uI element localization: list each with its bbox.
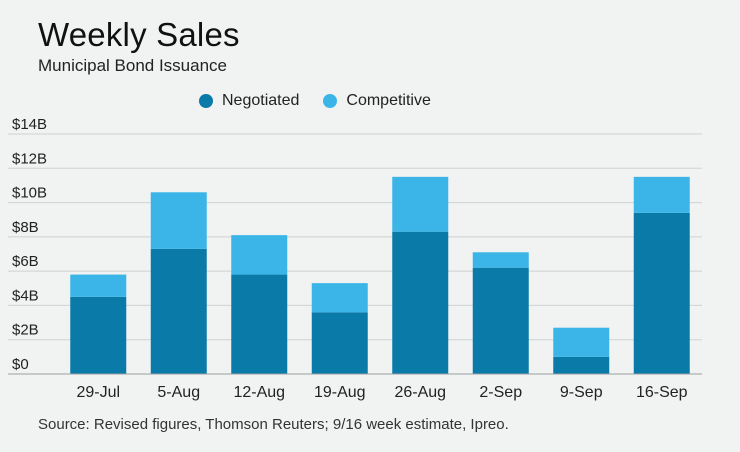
- y-tick-label: $14B: [12, 116, 47, 133]
- legend-swatch-competitive: [323, 94, 338, 108]
- x-tick-label: 16-Sep: [636, 384, 688, 401]
- x-tick-label: 2-Sep: [479, 384, 522, 401]
- y-tick-label: $2B: [12, 322, 39, 339]
- bar-competitive: [392, 176, 449, 232]
- bar-competitive: [633, 176, 690, 213]
- bar-competitive: [311, 283, 368, 313]
- x-tick-label: 5-Aug: [157, 384, 200, 401]
- legend-label-negotiated: Negotiated: [222, 92, 300, 109]
- bar-negotiated: [231, 274, 288, 374]
- bar-negotiated: [633, 212, 690, 374]
- source-note: Source: Revised figures, Thomson Reuters…: [38, 416, 509, 433]
- bar-negotiated: [150, 248, 207, 374]
- bar-negotiated: [472, 267, 529, 374]
- y-tick-label: $8B: [12, 219, 39, 236]
- bar-competitive: [231, 235, 288, 275]
- legend-item-negotiated: Negotiated: [199, 92, 299, 110]
- x-tick-label: 9-Sep: [560, 384, 603, 401]
- y-tick-label: $12B: [12, 150, 47, 167]
- x-tick-label: 29-Jul: [76, 384, 120, 401]
- bar-negotiated: [392, 231, 449, 374]
- y-tick-label: $4B: [12, 287, 39, 304]
- bar-competitive: [70, 274, 127, 297]
- legend-swatch-negotiated: [199, 94, 213, 108]
- bar-competitive: [150, 192, 207, 249]
- legend: Negotiated Competitive: [199, 90, 455, 112]
- y-tick-label: $10B: [12, 185, 47, 202]
- y-tick-label: $6B: [12, 253, 39, 270]
- y-tick-label: $0: [12, 356, 29, 373]
- legend-item-competitive: Competitive: [323, 92, 431, 110]
- bar-competitive: [553, 327, 610, 357]
- bar-negotiated: [553, 356, 610, 374]
- x-tick-label: 26-Aug: [394, 384, 446, 401]
- bar-negotiated: [70, 296, 127, 374]
- chart-title: Weekly Sales: [38, 16, 240, 53]
- x-tick-label: 19-Aug: [314, 384, 366, 401]
- legend-label-competitive: Competitive: [346, 92, 431, 109]
- chart-subtitle: Municipal Bond Issuance: [38, 56, 228, 75]
- x-tick-label: 12-Aug: [233, 384, 285, 401]
- bar-negotiated: [311, 312, 368, 374]
- bar-competitive: [472, 252, 529, 268]
